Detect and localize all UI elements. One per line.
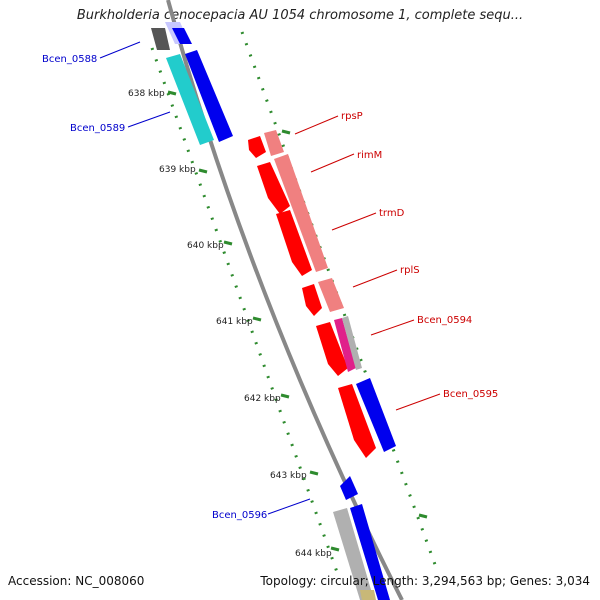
gene-bcen0594-gray (342, 316, 362, 370)
gene-label-rpls: rplS (400, 265, 420, 276)
gene-bcen0588-cyan (166, 54, 214, 145)
kbp-label-642: 642 kbp (244, 394, 281, 404)
gene-label-rimm: rimM (357, 150, 382, 161)
gene-bottom-olive (360, 590, 376, 600)
gene-rpls-red (302, 284, 322, 316)
kbp-label-644: 644 kbp (295, 549, 332, 559)
gene-rpsp-pink (264, 130, 284, 156)
kbp-label-643: 643 kbp (270, 471, 307, 481)
gene-bcen0587-darkgray (151, 28, 170, 50)
gene-bcen0595-blue (356, 378, 396, 452)
accession-text: Accession: NC_008060 (8, 574, 145, 588)
gene-bcen0595-red (338, 384, 376, 458)
gene-features (151, 22, 396, 600)
gene-label-bcen0589: Bcen_0589 (70, 123, 125, 134)
gene-bcen0588-blue (185, 50, 233, 142)
gene-label-bcen0596: Bcen_0596 (212, 510, 267, 521)
gene-bcen0596-blue-small (340, 476, 358, 500)
gene-bcen0594-magenta (334, 318, 356, 372)
gene-rimm-pink (274, 154, 328, 272)
kbp-label-641: 641 kbp (216, 317, 253, 327)
gene-bcen0596-gray (333, 508, 374, 600)
kbp-label-638: 638 kbp (128, 89, 165, 99)
gene-label-bcen0594: Bcen_0594 (417, 315, 472, 326)
kbp-label-640: 640 kbp (187, 241, 224, 251)
topology-summary: Topology: circular; Length: 3,294,563 bp… (260, 574, 590, 588)
gene-label-bcen0595: Bcen_0595 (443, 389, 498, 400)
gene-bcen0594-red (316, 322, 348, 376)
inner-tick-track (150, 47, 340, 576)
gene-label-trmd: trmD (379, 208, 405, 219)
gene-trmd-red (276, 210, 312, 276)
map-title: Burkholderia cenocepacia AU 1054 chromos… (76, 8, 524, 23)
label-leaders (99, 41, 441, 515)
kbp-label-639: 639 kbp (159, 165, 196, 175)
gene-top-blue-small (172, 28, 192, 44)
gene-label-rpsp: rpsP (341, 111, 363, 122)
gene-rimm-red (257, 162, 290, 214)
gene-rpls-pink (318, 278, 344, 312)
gene-label-bcen0588: Bcen_0588 (42, 54, 97, 65)
gene-rpsp (248, 136, 266, 158)
major-ticks (167, 90, 428, 552)
gene-bcen0596-blue (350, 504, 390, 600)
